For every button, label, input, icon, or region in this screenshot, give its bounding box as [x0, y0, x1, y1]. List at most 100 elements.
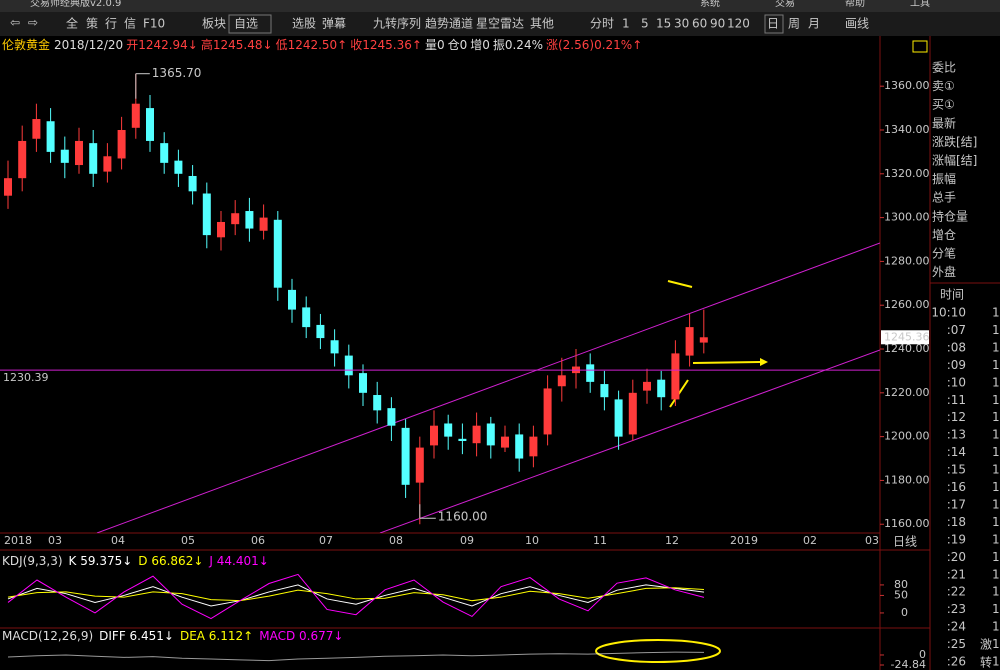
arrow-head [760, 358, 768, 366]
candle-body [373, 395, 382, 411]
info-line: 伦敦黄金 2018/12/20 开1242.94↓ 高1245.48↓ 低1242.50… [2, 37, 642, 52]
candle-body [614, 399, 623, 437]
price-cell: 12 [992, 515, 1000, 529]
x-tick-label: 07 [319, 534, 333, 547]
price-cell: 12 [992, 306, 1000, 320]
instrument: 伦敦黄金 [2, 37, 50, 52]
toolbar-item[interactable]: 120 [727, 17, 750, 31]
y-tick-label: 1360.00 [884, 79, 930, 92]
toolbar-item[interactable]: 弹幕 [322, 17, 346, 31]
candle-body [288, 289, 296, 310]
toolbar-item[interactable]: 行 [105, 17, 117, 31]
info-field: 低1242.50↑ [276, 38, 348, 52]
toolbar-item[interactable]: 趋势通道 [425, 17, 473, 31]
x-tick-label: 12 [665, 534, 679, 547]
forward-icon[interactable]: ⇨ [28, 16, 38, 30]
kdj-field: K 59.375↓ [69, 554, 133, 568]
toolbar-item[interactable]: 全 [66, 16, 78, 31]
x-tick-label: 08 [389, 534, 403, 547]
toolbar-item[interactable]: 策 [86, 17, 98, 31]
time-cell: :08 [947, 340, 966, 354]
candle-body [401, 427, 410, 485]
toolbar-item[interactable]: 5 [641, 17, 649, 31]
candle-body [472, 425, 481, 444]
toolbar-item[interactable]: 九转序列 [373, 16, 421, 31]
time-cell: :22 [947, 585, 966, 599]
candle-body [699, 337, 708, 343]
menu-item[interactable]: 工具 [910, 0, 930, 9]
back-icon[interactable]: ⇦ [10, 16, 20, 30]
price-cell: 12 [992, 497, 1000, 511]
candle-body [146, 108, 154, 141]
diff-line [7, 651, 705, 662]
time-cell: 10:10 [931, 306, 966, 320]
candle-body [600, 384, 609, 398]
toolbar-item[interactable]: 月 [808, 17, 820, 31]
x-tick-label: 04 [111, 534, 125, 547]
time-cell: :07 [947, 323, 966, 337]
macd-field: DIFF 6.451↓ [99, 629, 174, 643]
time-cell: :18 [947, 515, 966, 529]
candle-body [245, 211, 254, 229]
toolbar-item[interactable]: 90 [710, 17, 725, 31]
toolbar-item[interactable]: 1 [622, 17, 630, 31]
toolbar-item[interactable]: 选股 [292, 17, 316, 31]
price-cell: 12 [992, 637, 1000, 651]
candle-body [330, 340, 339, 354]
candle-body [486, 423, 495, 446]
time-cell: :10 [947, 375, 966, 389]
candle-body [458, 438, 467, 442]
date: 2018/12/20 [54, 38, 123, 52]
candle-body [344, 355, 353, 376]
peak-label: 1365.70 [152, 66, 202, 80]
candle-body [430, 425, 438, 446]
price-cell: 12 [992, 480, 1000, 494]
info-field: 量0 [425, 38, 445, 52]
toolbar-item[interactable]: 板块 [202, 17, 226, 31]
candle-body [359, 373, 367, 393]
hline-label: 1230.39 [3, 371, 49, 384]
price-cell: 12 [992, 340, 1000, 354]
candle-body [273, 219, 282, 288]
candle-body [302, 307, 311, 328]
period-label: 日线 [893, 535, 917, 549]
quote-label: 买① [932, 98, 955, 112]
x-tick-label: 03 [48, 534, 62, 547]
panel-icon[interactable] [912, 40, 928, 53]
window-title: 交易师经典版v2.0.9 [30, 0, 121, 9]
toolbar-item[interactable]: 其他 [530, 17, 554, 31]
toolbar [0, 12, 1000, 36]
toolbar-item[interactable]: 自选 [234, 17, 258, 31]
x-tick-label: 10 [525, 534, 539, 547]
time-cell: :13 [947, 428, 966, 442]
y-tick-label: -24.84 [891, 658, 926, 670]
toolbar-item[interactable]: 分时 [590, 17, 614, 31]
channel-upper [96, 242, 880, 533]
candle-body [231, 213, 240, 225]
candle-body [103, 156, 112, 172]
candle-body [18, 140, 27, 179]
toolbar-item[interactable]: 信 [124, 17, 136, 31]
toolbar-item[interactable]: 星空雷达 [476, 17, 524, 31]
toolbar-item[interactable]: 画线 [845, 17, 869, 31]
y-tick-label: 1240.00 [884, 342, 930, 355]
toolbar-item[interactable]: 周 [788, 17, 800, 31]
candle-body [643, 381, 651, 391]
candle-body [217, 221, 225, 238]
toolbar-item[interactable]: 60 [692, 17, 707, 31]
y-tick-label: 1180.00 [884, 473, 930, 486]
info-field: 仓0 [448, 38, 468, 52]
candle-body [444, 423, 453, 437]
toolbar-item[interactable]: F10 [143, 17, 165, 31]
time-cell: :23 [947, 602, 966, 616]
price-cell: 12 [992, 620, 1000, 634]
toolbar-item[interactable]: 日 [767, 17, 779, 31]
toolbar-item[interactable]: 30 [674, 17, 689, 31]
menu-item[interactable]: 系统 [700, 0, 720, 9]
menu-item[interactable]: 帮助 [845, 0, 865, 9]
candle-body [174, 160, 183, 174]
menu-item[interactable]: 交易 [775, 0, 795, 9]
candle-body [628, 392, 637, 435]
toolbar-item[interactable]: 15 [656, 17, 671, 31]
